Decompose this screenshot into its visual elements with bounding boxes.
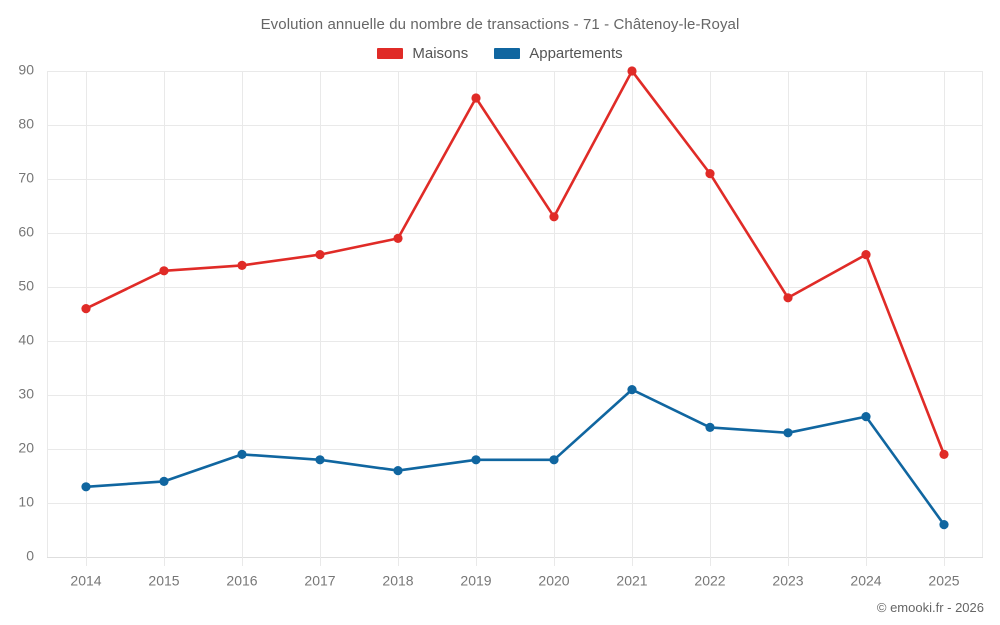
y-tick-label: 30 [18, 386, 34, 402]
x-tick-label: 2014 [70, 572, 101, 588]
y-axis-ticks: 0 10 20 30 40 50 60 70 80 90 [18, 62, 34, 564]
y-tick-label: 80 [18, 116, 34, 132]
x-tick-label: 2016 [226, 572, 257, 588]
data-point[interactable]: Maisons 2020: 63 [549, 212, 559, 222]
data-point[interactable]: Appartements 2016: 19 [237, 449, 247, 459]
data-point[interactable]: Maisons 2025: 19 [939, 449, 949, 459]
data-point[interactable]: Maisons 2015: 53 [159, 266, 169, 276]
y-tick-label: 70 [18, 170, 34, 186]
x-tick-label: 2018 [382, 572, 413, 588]
x-tick-label: 2022 [694, 572, 725, 588]
x-tick-label: 2019 [460, 572, 491, 588]
chart-legend: Maisons Appartements [0, 45, 1000, 62]
legend-item-appartements[interactable]: Appartements [494, 45, 623, 62]
series-line-maisons [84, 69, 946, 456]
data-point[interactable]: Appartements 2018: 16 [393, 466, 403, 476]
x-tick-label: 2020 [538, 572, 569, 588]
series-line-appartements [84, 388, 946, 526]
x-axis-ticks: 2014 2015 2016 2017 2018 2019 2020 2021 2022 2023… [70, 572, 959, 588]
data-point[interactable]: Appartements 2025: 6 [939, 520, 949, 530]
y-tick-label: 60 [18, 224, 34, 240]
y-tick-label: 20 [18, 440, 34, 456]
legend-item-maisons[interactable]: Maisons [377, 45, 468, 62]
data-series: Maisons 2014: 46 Maisons 2015: 53 Maisons … [81, 66, 949, 530]
data-point[interactable]: Appartements 2015: 14 [159, 476, 169, 486]
y-tick-label: 10 [18, 494, 34, 510]
data-point[interactable]: Appartements 2017: 18 [315, 455, 325, 465]
legend-swatch-appartements [494, 48, 521, 59]
data-point[interactable]: Maisons 2019: 85 [471, 93, 481, 103]
y-tick-label: 90 [18, 62, 34, 78]
x-tick-label: 2021 [616, 572, 647, 588]
data-point[interactable]: Appartements 2022: 24 [705, 422, 715, 432]
x-tick-label: 2017 [304, 572, 335, 588]
y-tick-label: 40 [18, 332, 34, 348]
y-tick-label: 0 [26, 548, 34, 564]
data-point[interactable]: Maisons 2023: 48 [783, 293, 793, 303]
y-tick-label: 50 [18, 278, 34, 294]
x-tick-label: 2015 [148, 572, 179, 588]
data-point[interactable]: Appartements 2020: 18 [549, 455, 559, 465]
copyright-credit: © emooki.fr - 2026 [876, 600, 984, 615]
legend-label-appartements: Appartements [529, 45, 623, 62]
x-tick-label: 2025 [928, 572, 959, 588]
grid-lines [47, 71, 983, 566]
data-point[interactable]: Maisons 2024: 56 [861, 250, 871, 260]
data-point[interactable]: Maisons 2018: 59 [393, 233, 403, 243]
data-point[interactable]: Appartements 2021: 31 [627, 385, 637, 395]
x-tick-label: 2024 [850, 572, 881, 588]
x-tick-label: 2023 [772, 572, 803, 588]
data-point[interactable]: Maisons 2021: 90 [627, 66, 637, 76]
data-point[interactable]: Maisons 2016: 54 [237, 260, 247, 270]
legend-label-maisons: Maisons [412, 45, 469, 62]
data-point[interactable]: Appartements 2024: 26 [861, 412, 871, 422]
legend-swatch-maisons [377, 48, 404, 59]
data-point[interactable]: Maisons 2014: 46 [81, 304, 91, 314]
data-point[interactable]: Appartements 2023: 23 [783, 428, 793, 438]
data-point[interactable]: Appartements 2019: 18 [471, 455, 481, 465]
chart-title: Evolution annuelle du nombre de transact… [260, 16, 740, 33]
data-point[interactable]: Appartements 2014: 13 [81, 482, 91, 492]
data-point[interactable]: Maisons 2017: 56 [315, 250, 325, 260]
data-point[interactable]: Maisons 2022: 71 [705, 169, 715, 179]
